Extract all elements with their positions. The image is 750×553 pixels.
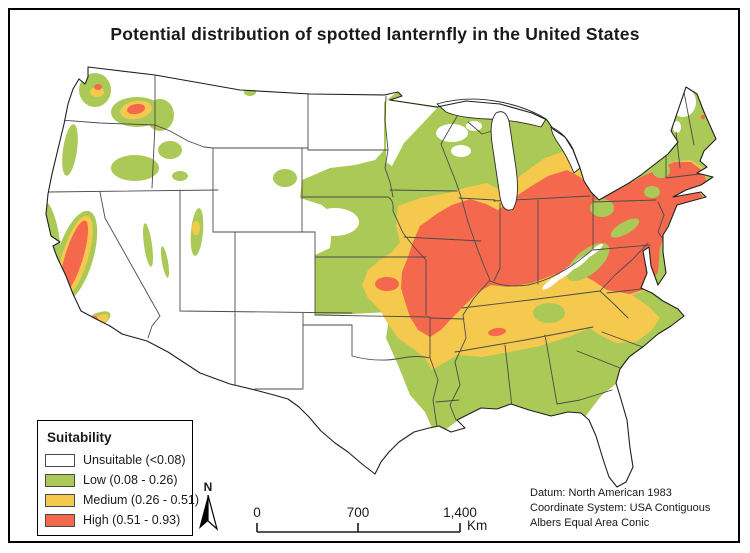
appalachian-ridge-slivers	[542, 243, 603, 290]
note-datum: Datum: North American 1983	[530, 487, 672, 499]
scale-bar: 0 700 1,400 Km	[245, 505, 505, 537]
legend-label-medium: Medium (0.26 - 0.51)	[83, 493, 200, 507]
lake-superior	[436, 98, 547, 128]
scale-tick-0: 0	[253, 505, 261, 520]
note-coordinate-system: Coordinate System: USA Contiguous	[530, 502, 711, 514]
great-lakes	[436, 98, 581, 211]
legend-swatch-high	[45, 513, 75, 527]
legend-label-unsuitable: Unsuitable (<0.08)	[83, 453, 186, 467]
legend-item-high: High (0.51 - 0.93)	[45, 513, 192, 527]
legend-item-unsuitable: Unsuitable (<0.08)	[45, 453, 192, 467]
map-frame	[8, 8, 740, 543]
state-boundaries	[47, 73, 701, 428]
legend-item-low: Low (0.08 - 0.26)	[45, 473, 192, 487]
map-notes: Datum: North American 1983 Coordinate Sy…	[530, 486, 730, 531]
scale-unit: Km	[467, 518, 488, 533]
legend-swatch-unsuitable	[45, 453, 75, 467]
legend-label-high: High (0.51 - 0.93)	[83, 513, 181, 527]
scale-tick-1400: 1,400	[443, 505, 477, 520]
note-projection: Albers Equal Area Conic	[530, 517, 650, 529]
lake-michigan	[490, 111, 518, 211]
map-title: Potential distribution of spotted lanter…	[110, 24, 640, 44]
scale-tick-700: 700	[346, 505, 370, 520]
legend-swatch-medium	[45, 493, 75, 507]
suitability-low-overlays	[513, 126, 670, 323]
legend-swatch-low	[45, 473, 75, 487]
north-arrow: N	[192, 481, 224, 535]
north-arrow-icon	[199, 494, 219, 531]
legend-box: Suitability Unsuitable (<0.08) Low (0.08…	[37, 420, 199, 536]
legend-label-low: Low (0.08 - 0.26)	[83, 473, 178, 487]
legend-title: Suitability	[47, 430, 112, 445]
north-arrow-label: N	[203, 480, 213, 494]
scale-bar-line	[256, 523, 461, 533]
us-outline	[45, 66, 717, 488]
suitability-high-regions	[59, 84, 707, 337]
legend-item-medium: Medium (0.26 - 0.51)	[45, 493, 199, 507]
